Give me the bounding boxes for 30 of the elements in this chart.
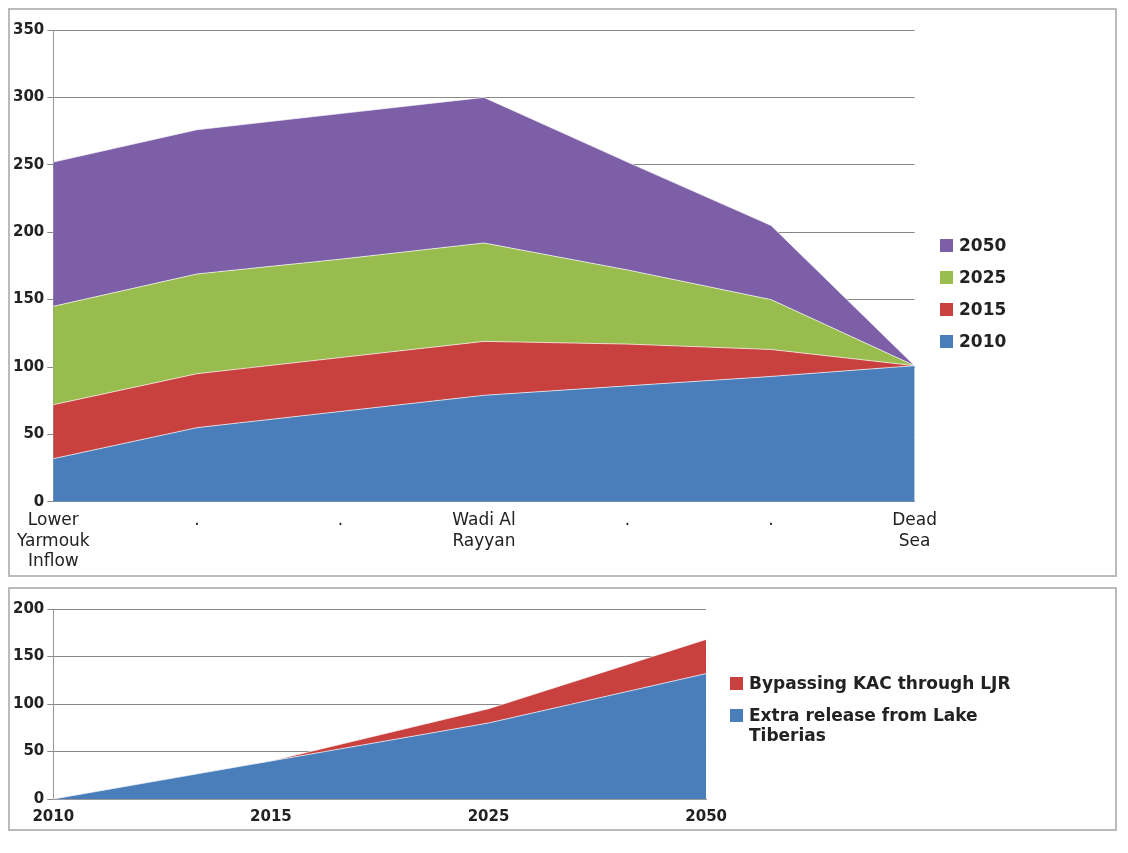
x-tick-label: . (624, 509, 631, 530)
y-tick-label: 0 (33, 788, 45, 807)
x-tick-label: 2015 (250, 806, 292, 825)
x-tick-label: Lower Yarmouk Inflow (15, 509, 90, 571)
y-tick-label: 100 (13, 693, 45, 712)
x-tick-label: 2050 (685, 806, 727, 825)
legend-label: 2050 (959, 234, 1007, 255)
y-tick-label: 150 (13, 646, 45, 665)
y-tick-label: 300 (13, 87, 45, 106)
legend-label: Bypassing KAC through LJR (749, 673, 1011, 693)
x-tick-label: Wadi Al Rayyan (452, 509, 516, 550)
x-tick-label: Dead Sea (892, 509, 937, 550)
x-tick-label: . (768, 509, 774, 530)
y-tick-label: 150 (13, 289, 45, 308)
y-tick-label: 200 (13, 598, 45, 617)
legend-label: Extra release from Lake Tiberias (749, 705, 979, 745)
x-tick-label: . (194, 509, 200, 530)
legend-label: 2010 (959, 330, 1007, 351)
y-tick-label: 200 (13, 222, 45, 241)
x-tick-label: 2025 (467, 806, 510, 825)
y-tick-label: 350 (13, 19, 45, 38)
legend-label: 2015 (959, 298, 1007, 319)
x-tick-label: . (337, 509, 344, 530)
y-tick-label: 50 (23, 424, 45, 443)
y-tick-label: 50 (23, 741, 45, 760)
y-tick-label: 250 (13, 154, 45, 173)
y-tick-label: 0 (33, 491, 45, 510)
legend-label: 2025 (959, 266, 1007, 287)
y-tick-label: 100 (13, 356, 45, 375)
x-tick-label: 2010 (32, 806, 75, 825)
